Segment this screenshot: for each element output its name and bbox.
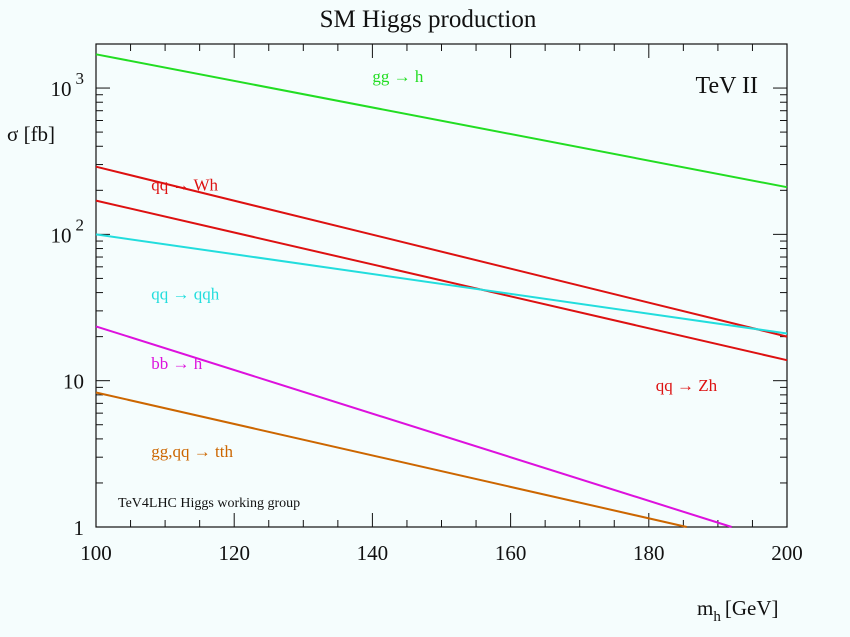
- series-label-3: qq → qqh: [151, 284, 220, 303]
- x-tick-label: 180: [633, 541, 665, 565]
- y-tick-label-base: 1: [74, 516, 85, 540]
- series-line-0: [95, 53, 788, 189]
- series-label-5: gg,qq → tth: [151, 442, 233, 461]
- x-axis-label-unit: [GeV]: [725, 596, 779, 620]
- x-axis-label-sub: h: [713, 609, 721, 625]
- y-tick-label: 10 3: [51, 69, 85, 101]
- series-line-3: [95, 233, 788, 335]
- series-label-4: bb → h: [151, 354, 203, 373]
- series-line-2: [95, 199, 788, 362]
- y-tick-label: 10: [63, 370, 84, 394]
- x-axis-label-main: m: [697, 596, 713, 620]
- series-line-1: [95, 165, 788, 338]
- x-tick-label: 200: [771, 541, 803, 565]
- series-labels: gg → h qq → Wh qq → Zh qq → qqh bb → h gg,qq …: [151, 67, 717, 461]
- x-tick-label: 120: [218, 541, 250, 565]
- x-axis-label: mh [GeV]: [697, 596, 778, 625]
- working-group-label: TeV4LHC Higgs working group: [118, 496, 300, 511]
- x-tick-label: 100: [80, 541, 112, 565]
- series-line-5: [95, 391, 688, 528]
- y-axis-label: σ [fb]: [7, 122, 55, 146]
- experiment-label: TeV II: [695, 73, 758, 99]
- series-label-2: qq → Zh: [656, 376, 718, 395]
- y-tick-label: 1: [74, 516, 85, 540]
- y-tick-label-exponent: 2: [76, 215, 85, 234]
- x-tick-label: 140: [357, 541, 389, 565]
- series-lines: [95, 53, 788, 528]
- y-tick-label-base: 10: [51, 77, 72, 101]
- y-tick-label: 10 2: [51, 215, 85, 247]
- series-label-0: gg → h: [372, 67, 424, 86]
- chart-title: SM Higgs production: [320, 6, 537, 33]
- x-tick-label: 160: [495, 541, 527, 565]
- series-line-4: [95, 325, 733, 528]
- y-tick-label-base: 10: [51, 223, 72, 247]
- y-tick-label-base: 10: [63, 370, 84, 394]
- series-label-1: qq → Wh: [151, 175, 218, 194]
- y-tick-label-exponent: 3: [76, 69, 85, 88]
